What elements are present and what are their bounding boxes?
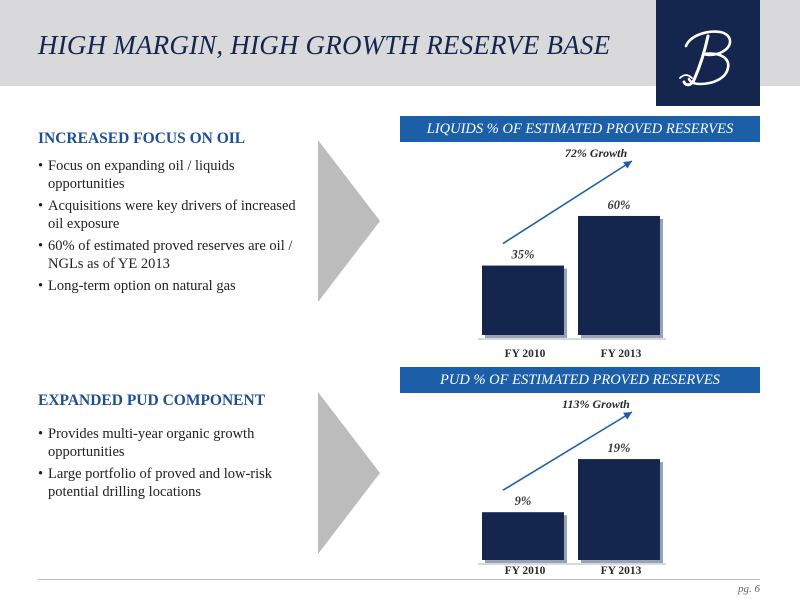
- bullet-list-pud: • Provides multi-year organic growth oppo…: [38, 425, 308, 505]
- chart-title-pud: PUD % OF ESTIMATED PROVED RESERVES: [400, 367, 760, 393]
- arrow-head-icon: [623, 412, 632, 420]
- section-heading-pud: EXPANDED PUD COMPONENT: [38, 392, 266, 409]
- bullet-icon: •: [38, 198, 44, 214]
- logo-b-icon: [679, 30, 732, 87]
- category-label: FY 2010: [505, 565, 546, 577]
- bar-fy-2013: [578, 459, 660, 560]
- bullet-icon: •: [38, 278, 44, 294]
- list-item: • Long-term option on natural gas: [38, 278, 236, 294]
- growth-label: 113% Growth: [562, 397, 630, 411]
- category-label: FY 2010: [505, 348, 546, 360]
- chevron-right-icon: [318, 140, 380, 302]
- growth-label: 72% Growth: [565, 146, 628, 160]
- arrow-head-icon: [623, 161, 632, 169]
- list-item: • Provides multi-year organic growth oppo…: [38, 426, 255, 460]
- bar-fy-2010: [482, 512, 564, 560]
- bullet-icon: •: [38, 238, 44, 254]
- bullet-list-oil: • Focus on expanding oil / liquids opport…: [38, 157, 308, 299]
- bar-fy-2013: [578, 215, 660, 335]
- bar-fy-2010: [482, 265, 564, 335]
- chart-title-liquids: LIQUIDS % OF ESTIMATED PROVED RESERVES: [400, 116, 760, 142]
- category-label: FY 2013: [601, 565, 642, 577]
- growth-arrow: [502, 411, 633, 491]
- page-title: HIGH MARGIN, HIGH GROWTH RESERVE BASE: [38, 30, 611, 60]
- data-label: 60%: [608, 198, 631, 212]
- liquids-bar-chart: 35% FY 2010 60% FY 2013 72% Growth: [478, 146, 666, 360]
- list-item: • Acquisitions were key drivers of increa…: [38, 198, 296, 232]
- bullet-icon: •: [38, 466, 44, 482]
- list-item: • 60% of estimated proved reserves are oi…: [38, 238, 293, 272]
- data-label: 9%: [515, 494, 532, 508]
- list-item: • Focus on expanding oil / liquids opport…: [38, 158, 235, 192]
- chevron-right-icon: [318, 392, 380, 554]
- pud-bar-chart: 9% FY 2010 19% FY 2013 113% Growth: [478, 397, 666, 577]
- data-label: 35%: [511, 248, 535, 262]
- bullet-icon: •: [38, 158, 44, 174]
- footer-divider: [38, 579, 760, 580]
- data-label: 19%: [608, 441, 631, 455]
- page-number: pg. 6: [738, 583, 760, 595]
- list-item: • Large portfolio of proved and low-risk …: [38, 466, 273, 500]
- growth-arrow: [502, 160, 633, 245]
- brand-logo: [656, 0, 760, 106]
- section-heading-oil: INCREASED FOCUS ON OIL: [38, 130, 246, 147]
- bullet-icon: •: [38, 426, 44, 442]
- category-label: FY 2013: [601, 348, 642, 360]
